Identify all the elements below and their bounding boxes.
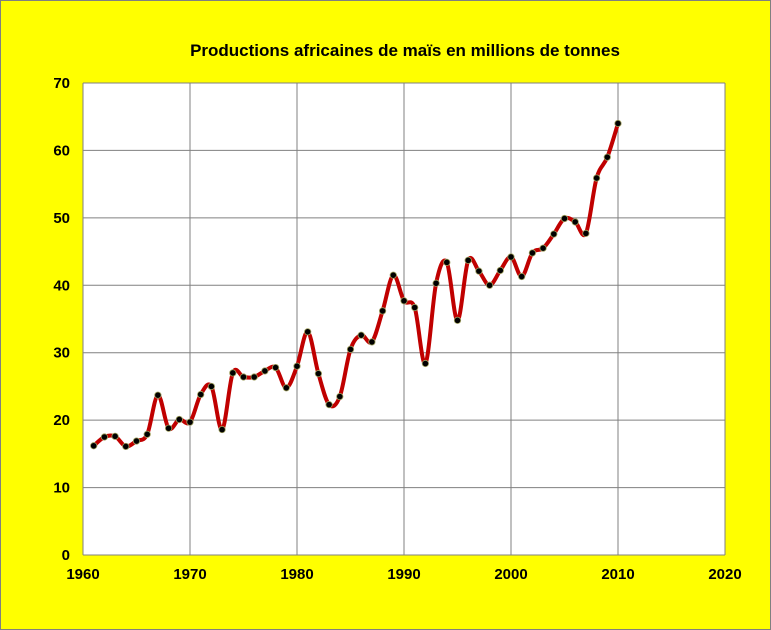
data-point: [325, 401, 333, 409]
data-point: [485, 281, 494, 289]
data-point: [421, 359, 429, 368]
data-point: [186, 418, 194, 426]
data-point: [165, 424, 173, 432]
data-point: [378, 307, 387, 315]
data-point: [336, 392, 344, 401]
x-tick-label: 2000: [494, 566, 527, 583]
y-tick-label: 0: [62, 547, 70, 564]
data-point: [261, 367, 269, 375]
data-point: [250, 373, 258, 381]
data-point: [443, 258, 451, 266]
data-point: [453, 316, 462, 324]
data-point: [603, 153, 611, 161]
y-tick-label: 20: [53, 412, 70, 429]
data-point: [560, 214, 569, 223]
data-point: [90, 442, 98, 450]
data-point: [132, 437, 141, 445]
data-point: [218, 425, 226, 434]
data-point: [304, 328, 312, 336]
data-point: [143, 430, 151, 438]
data-point: [368, 338, 376, 346]
data-point: [154, 391, 162, 399]
data-point: [614, 119, 622, 128]
y-tick-label: 10: [53, 480, 70, 497]
data-point: [346, 345, 355, 353]
data-point: [197, 390, 205, 399]
chart-title: Productions africaines de maïs en millio…: [190, 41, 620, 60]
data-point: [496, 266, 504, 275]
data-point: [229, 369, 237, 377]
x-tick-label: 2020: [708, 566, 741, 583]
data-point: [239, 373, 248, 381]
x-tick-label: 1970: [173, 566, 206, 583]
data-point: [111, 432, 119, 440]
data-point: [207, 382, 215, 391]
data-point: [271, 363, 280, 372]
data-point: [475, 267, 483, 275]
data-point: [571, 218, 579, 226]
data-point: [293, 362, 301, 370]
data-point: [411, 303, 419, 312]
data-point: [507, 253, 515, 261]
data-point: [122, 442, 130, 451]
data-point: [400, 297, 408, 305]
data-point: [592, 174, 601, 182]
data-point: [582, 229, 590, 237]
x-tick-label: 2010: [601, 566, 634, 583]
data-point: [357, 331, 365, 339]
data-point: [432, 279, 440, 287]
y-tick-label: 40: [53, 277, 70, 294]
y-tick-label: 50: [53, 210, 70, 227]
data-point: [282, 384, 290, 392]
y-tick-label: 60: [53, 142, 70, 159]
data-point: [518, 272, 526, 281]
x-tick-label: 1980: [280, 566, 313, 583]
x-tick-label: 1960: [66, 566, 99, 583]
data-point: [550, 230, 558, 238]
data-point: [539, 244, 547, 252]
x-tick-label: 1990: [387, 566, 420, 583]
data-point: [464, 256, 472, 264]
data-point: [314, 370, 322, 378]
y-tick-label: 70: [53, 75, 70, 92]
data-point: [175, 415, 183, 424]
y-tick-label: 30: [53, 345, 70, 362]
data-point: [100, 433, 109, 441]
data-point: [389, 271, 397, 279]
data-point: [528, 249, 537, 257]
